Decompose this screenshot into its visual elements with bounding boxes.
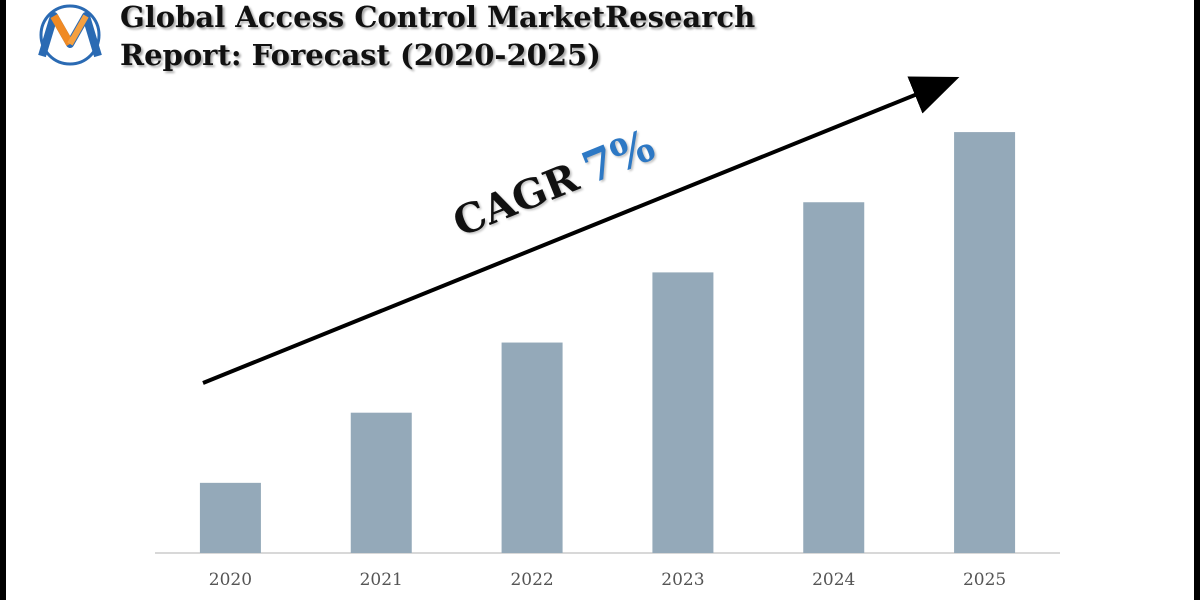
x-tick-label-2021: 2021 <box>360 570 403 590</box>
title-line-1: Global Access Control MarketResearch <box>120 0 756 34</box>
bar-2021 <box>350 412 412 553</box>
x-tick-label-2024: 2024 <box>812 570 855 590</box>
x-tick-label-2022: 2022 <box>510 570 553 590</box>
x-tick-label-2025: 2025 <box>963 570 1006 590</box>
right-border <box>1194 0 1200 600</box>
bar-2022 <box>501 342 563 553</box>
trend-arrow <box>202 76 960 385</box>
title-line-2: Report: Forecast (2020-2025) <box>120 38 601 72</box>
mr-logo-icon <box>38 4 102 66</box>
page-title: Global Access Control MarketResearch Rep… <box>120 0 755 74</box>
x-tick-label-2023: 2023 <box>661 570 704 590</box>
x-tick-label-2020: 2020 <box>209 570 252 590</box>
bar-2024 <box>803 202 865 553</box>
bar-2020 <box>199 482 261 553</box>
bar-2025 <box>954 132 1016 553</box>
left-border <box>0 0 6 600</box>
bar-2023 <box>652 272 714 553</box>
